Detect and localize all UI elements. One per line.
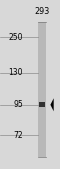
Text: 130: 130 (8, 68, 23, 77)
Polygon shape (50, 98, 54, 111)
Text: 293: 293 (34, 7, 50, 16)
Text: 250: 250 (8, 33, 23, 42)
Text: 72: 72 (13, 131, 23, 140)
Bar (38, 22, 46, 157)
Text: 95: 95 (13, 100, 23, 109)
Bar (39, 102, 45, 107)
